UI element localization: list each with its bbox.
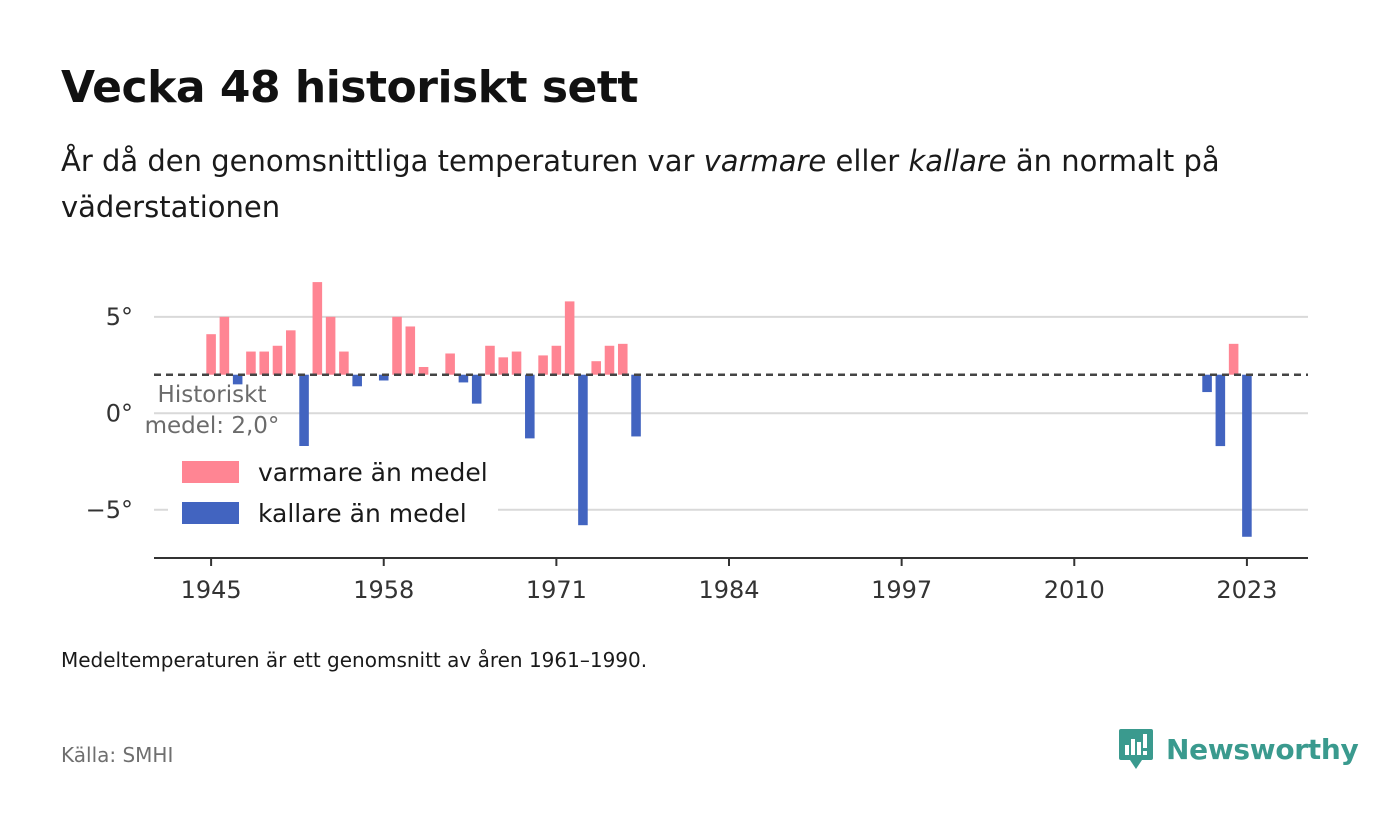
x-tick-label: 2023 [1216, 576, 1277, 604]
legend-label-colder: kallare än medel [258, 499, 467, 528]
bar-1945 [206, 334, 216, 375]
brand-name: Newsworthy [1166, 732, 1359, 766]
bar-1969 [525, 374, 535, 439]
bar-1975 [604, 345, 615, 375]
legend-swatch-colder [182, 502, 239, 524]
bar-1947 [232, 374, 243, 385]
bar-1974 [591, 361, 601, 375]
y-tick-label: 5° [106, 303, 133, 331]
legend: varmare än medel kallare än medel [168, 446, 498, 546]
footnote: Medeltemperaturen är ett genomsnitt av å… [61, 648, 648, 672]
bar-2020 [1202, 374, 1212, 393]
chart-subtitle: År då den genomsnittliga temperaturen va… [61, 138, 1311, 230]
bars [206, 282, 1252, 537]
bar-1963 [445, 353, 455, 375]
bar-2021 [1215, 374, 1226, 447]
bar-1976 [617, 343, 628, 375]
subtitle-part-2: eller [826, 144, 909, 178]
bar-1951 [285, 330, 296, 375]
bar-2023 [1242, 374, 1252, 537]
bar-1952 [299, 374, 309, 450]
x-tick-label: 1945 [181, 576, 242, 604]
bar-1977 [631, 374, 641, 437]
y-tick-labels: 5° 0° −5° [86, 303, 133, 524]
bar-1973 [578, 374, 588, 526]
source-credit: Källa: SMHI [61, 743, 174, 767]
bar-1958 [378, 374, 389, 381]
bar-1967 [498, 357, 509, 375]
bar-1948 [246, 351, 256, 375]
bar-1960 [405, 326, 416, 375]
chart-title: Vecka 48 historiskt sett [61, 62, 638, 113]
bar-1968 [511, 351, 522, 375]
bar-1950 [272, 345, 283, 375]
x-ticks: 1945 1958 1971 1984 1997 2010 2023 [181, 558, 1277, 604]
bar-1954 [325, 316, 336, 375]
bar-1966 [485, 345, 495, 375]
x-tick-label: 1958 [353, 576, 414, 604]
bar-1964 [458, 374, 469, 383]
subtitle-part-1: År då den genomsnittliga temperaturen va… [61, 144, 704, 178]
subtitle-warm-word: varmare [703, 144, 827, 178]
baseline-label-line-2: medel: 2,0° [145, 413, 280, 439]
x-tick-label: 1997 [871, 576, 932, 604]
baseline-label: Historiskt medel: 2,0° [145, 382, 280, 439]
bar-1961 [418, 366, 429, 375]
y-tick-label: −5° [86, 496, 133, 524]
bar-1970 [538, 355, 548, 375]
subtitle-part-3: än normalt på väderstationen [61, 144, 1220, 224]
bar-1946 [219, 316, 230, 375]
bar-1971 [551, 345, 562, 375]
x-tick-label: 1971 [526, 576, 587, 604]
bar-1949 [259, 351, 270, 375]
bar-1953 [312, 282, 323, 375]
brand-logo: Newsworthy [1118, 726, 1359, 772]
legend-swatch-warmer [182, 461, 239, 483]
legend-label-warmer: varmare än medel [258, 458, 488, 487]
x-tick-label: 1984 [698, 576, 759, 604]
x-tick-label: 2010 [1044, 576, 1105, 604]
newsworthy-logo-icon [1119, 729, 1153, 769]
bar-2022 [1228, 343, 1239, 375]
bar-1959 [392, 316, 402, 375]
bar-1956 [352, 374, 362, 387]
bar-1972 [564, 301, 575, 375]
y-tick-label: 0° [106, 399, 133, 427]
bar-1955 [339, 351, 349, 375]
baseline-label-line-1: Historiskt [158, 382, 267, 408]
bar-1965 [471, 374, 482, 404]
subtitle-cold-word: kallare [908, 144, 1007, 178]
